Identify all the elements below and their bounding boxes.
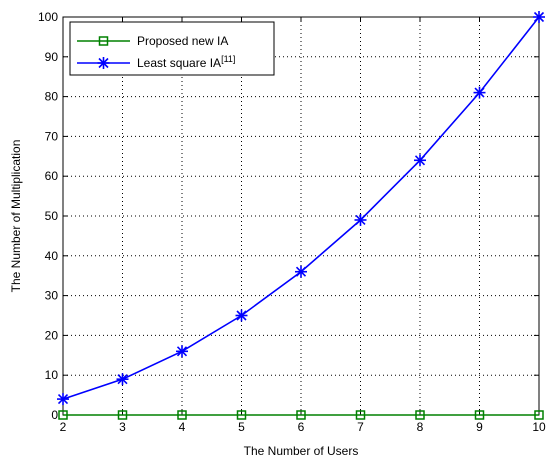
y-tick-label: 100 — [38, 10, 58, 24]
legend-box — [69, 21, 275, 76]
data-point-square — [415, 410, 425, 420]
data-point-square — [355, 410, 366, 420]
x-tick-label: 2 — [60, 420, 67, 434]
y-tick-label: 60 — [45, 169, 59, 183]
series-layer — [57, 11, 545, 420]
data-point-asterisk — [116, 373, 129, 386]
data-point-asterisk — [295, 265, 307, 278]
data-point-asterisk — [473, 86, 486, 99]
x-tick-label: 5 — [238, 420, 245, 434]
data-point-square — [296, 410, 306, 420]
y-tick-label: 40 — [45, 249, 59, 263]
data-point-asterisk — [354, 213, 367, 226]
x-tick-label: 9 — [476, 420, 483, 434]
x-tick-label: 4 — [179, 420, 186, 434]
y-axis-label: The Number of Multiplication — [9, 140, 23, 293]
y-tick-label: 80 — [45, 90, 59, 104]
data-point-asterisk — [176, 345, 188, 358]
y-tick-label: 90 — [45, 50, 59, 64]
legend-label-proposed: Proposed new IA — [137, 34, 228, 48]
legend-label-least-square: Least square IA[11] — [137, 54, 235, 70]
data-point-square — [534, 410, 544, 420]
x-tick-label: 7 — [357, 420, 364, 434]
grid — [63, 17, 539, 415]
legend-marker-asterisk — [97, 57, 110, 69]
data-point-square — [117, 410, 128, 420]
x-tick-label: 8 — [417, 420, 424, 434]
legend: Proposed new IA Least square IA[11] — [69, 21, 275, 76]
x-axis-label: The Number of Users — [244, 444, 359, 458]
data-point-asterisk — [57, 393, 69, 406]
legend-marker-square — [98, 36, 109, 46]
data-point-asterisk — [414, 154, 426, 167]
y-tick-label: 10 — [45, 368, 59, 382]
y-tick-label: 50 — [45, 209, 59, 223]
data-point-asterisk — [533, 11, 545, 23]
y-tick-label: 20 — [45, 328, 59, 342]
y-tick-label: 0 — [51, 408, 58, 422]
data-point-square — [474, 410, 485, 420]
x-tick-label: 6 — [298, 420, 305, 434]
data-point-square — [58, 410, 68, 420]
y-tick-label: 70 — [45, 129, 59, 143]
data-point-asterisk — [235, 309, 248, 322]
x-tick-label: 10 — [532, 420, 546, 434]
data-point-square — [177, 410, 187, 420]
x-tick-label: 3 — [119, 420, 126, 434]
y-tick-label: 30 — [45, 289, 59, 303]
data-point-square — [236, 410, 247, 420]
legend-asterisk-glyph — [97, 57, 110, 69]
